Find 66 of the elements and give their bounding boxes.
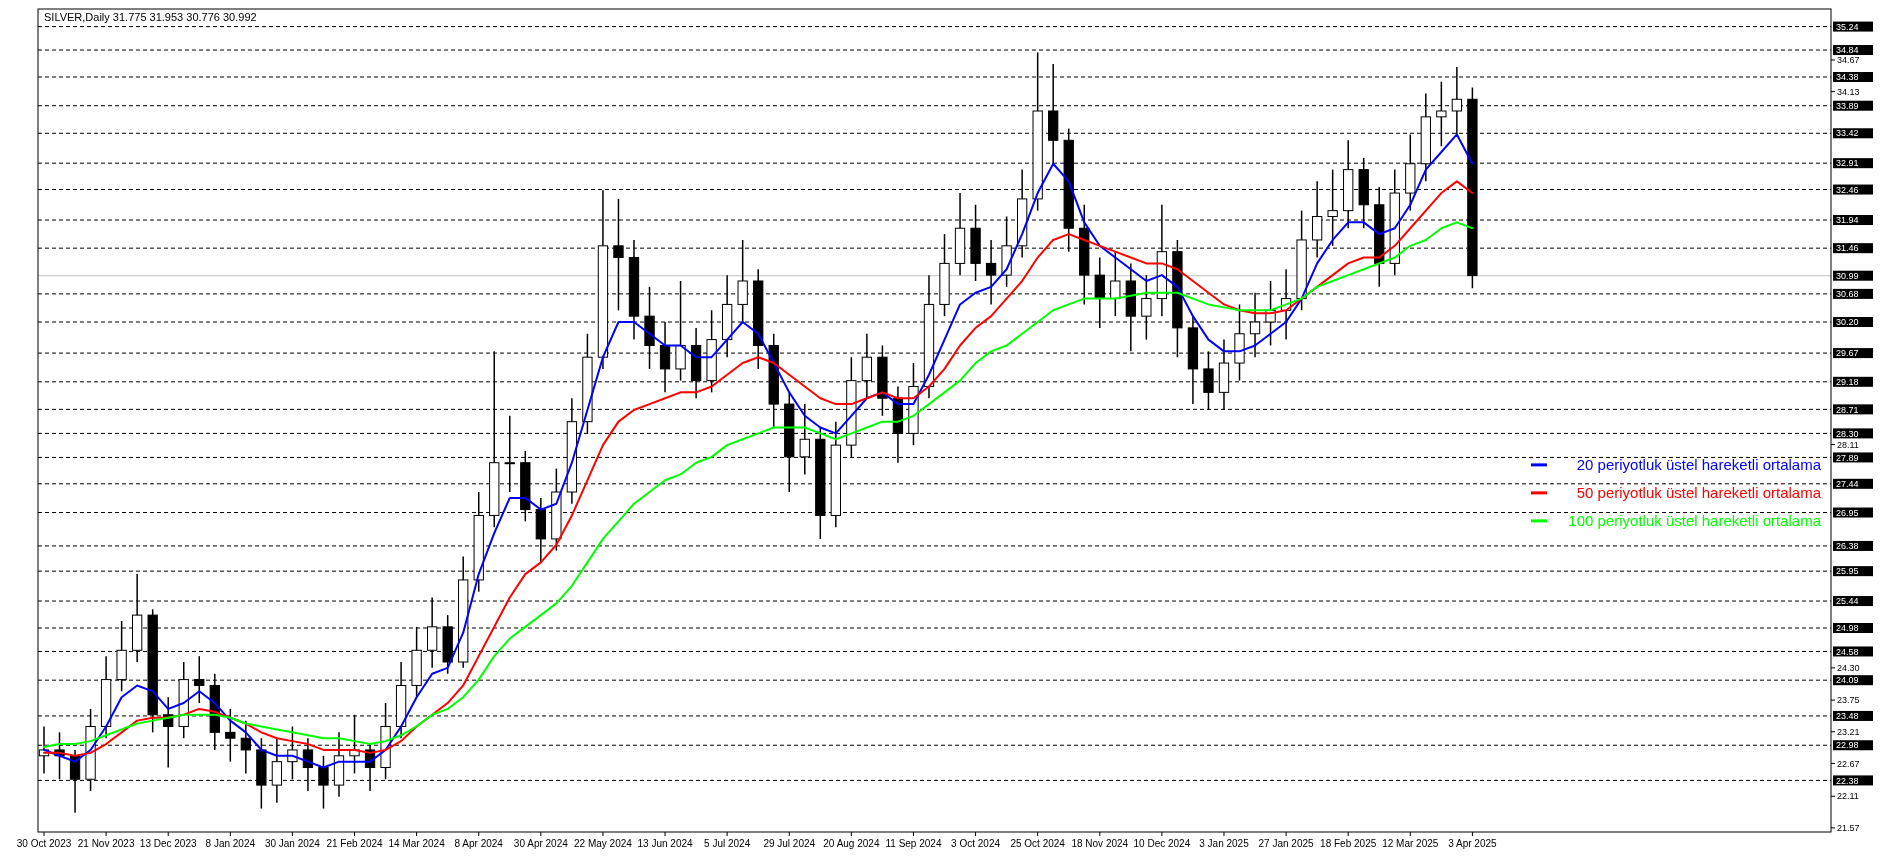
- x-tick-label: 3 Oct 2024: [951, 838, 1001, 849]
- x-tick-label: 13 Jun 2024: [637, 838, 693, 849]
- x-tick-label: 21 Nov 2023: [77, 838, 135, 849]
- x-tick-label: 8 Jan 2024: [205, 838, 256, 849]
- x-tick-label: 30 Jan 2024: [264, 838, 321, 849]
- ref-line-label: 28.30: [1836, 428, 1859, 439]
- ref-line-label: 33.42: [1836, 128, 1859, 139]
- ref-line-label: 34.38: [1836, 72, 1859, 83]
- ref-line-label: 26.38: [1836, 541, 1859, 552]
- x-tick-label: 3 Apr 2025: [1448, 838, 1498, 849]
- x-tick-label: 22 May 2024: [574, 838, 633, 849]
- ref-line-label: 24.58: [1836, 646, 1859, 657]
- ref-line-label: 34.84: [1836, 45, 1859, 56]
- x-tick-label: 8 Apr 2024: [454, 838, 504, 849]
- ref-line-label: 32.46: [1836, 184, 1859, 195]
- ref-line-label: 29.67: [1836, 348, 1859, 359]
- ref-line-label: 30.68: [1836, 289, 1859, 300]
- ref-line-label: 22.38: [1836, 775, 1859, 786]
- candlestick: [318, 755, 329, 810]
- x-tick-label: 18 Feb 2025: [1320, 838, 1377, 849]
- y-tick-label: 23.75: [1837, 695, 1860, 706]
- legend-label: 20 periyotluk üstel hareketli ortalama: [1576, 455, 1822, 473]
- x-tick-label: 30 Apr 2024: [513, 838, 569, 849]
- x-tick-label: 18 Nov 2024: [1071, 838, 1129, 849]
- x-tick-label: 14 Mar 2024: [388, 838, 446, 849]
- legend-label: 50 periyotluk üstel hareketli ortalama: [1576, 483, 1822, 501]
- x-tick-label: 10 Dec 2024: [1133, 838, 1191, 849]
- x-tick-label: 5 Jul 2024: [704, 838, 751, 849]
- ref-line-label: 33.89: [1836, 100, 1859, 111]
- ref-line-label: 30.99: [1836, 270, 1859, 281]
- legend-label: 100 periyotluk üstel hareketli ortalama: [1568, 511, 1822, 529]
- x-tick-label: 27 Jan 2025: [1258, 838, 1315, 849]
- y-tick-label: 22.67: [1837, 758, 1860, 769]
- ref-line-label: 28.71: [1836, 404, 1859, 415]
- ref-line-label: 23.48: [1836, 711, 1859, 722]
- y-tick-label: 24.30: [1837, 663, 1860, 674]
- ref-line-label: 27.89: [1836, 452, 1859, 463]
- ref-line-label: 32.91: [1836, 158, 1859, 169]
- ref-line-label: 25.44: [1836, 596, 1859, 607]
- x-tick-label: 20 Aug 2024: [823, 838, 880, 849]
- y-tick-label: 23.21: [1837, 726, 1860, 737]
- x-tick-label: 25 Oct 2024: [1010, 838, 1066, 849]
- y-tick-label: 22.11: [1837, 791, 1859, 802]
- x-tick-label: 29 Jul 2024: [763, 838, 816, 849]
- x-tick-label: 3 Jan 2025: [1199, 838, 1250, 849]
- y-tick-label: 21.57: [1837, 823, 1860, 834]
- ref-line-label: 26.95: [1836, 507, 1859, 518]
- ref-line-label: 29.18: [1836, 376, 1859, 387]
- x-tick-label: 11 Sep 2024: [885, 838, 942, 849]
- chart-title: SILVER,Daily 31.775 31.953 30.776 30.992: [44, 11, 257, 23]
- x-tick-label: 13 Dec 2023: [139, 838, 197, 849]
- ref-line-label: 27.44: [1836, 478, 1859, 489]
- ref-line-label: 22.98: [1836, 740, 1859, 751]
- x-tick-label: 30 Oct 2023: [16, 838, 72, 849]
- x-tick-label: 12 Mar 2025: [1382, 838, 1439, 849]
- ref-line-label: 30.20: [1836, 317, 1859, 328]
- ref-line-label: 24.09: [1836, 675, 1859, 686]
- ref-line-label: 35.24: [1836, 21, 1859, 32]
- x-tick-label: 21 Feb 2024: [326, 838, 384, 849]
- ref-line-label: 31.46: [1836, 243, 1859, 254]
- y-tick-label: 34.13: [1837, 86, 1860, 97]
- ref-line-label: 25.95: [1836, 566, 1859, 577]
- ref-line-label: 24.98: [1836, 623, 1859, 634]
- ref-line-label: 31.94: [1836, 215, 1859, 226]
- y-tick-label: 34.67: [1837, 55, 1860, 66]
- y-tick-label: 28.11: [1837, 439, 1859, 450]
